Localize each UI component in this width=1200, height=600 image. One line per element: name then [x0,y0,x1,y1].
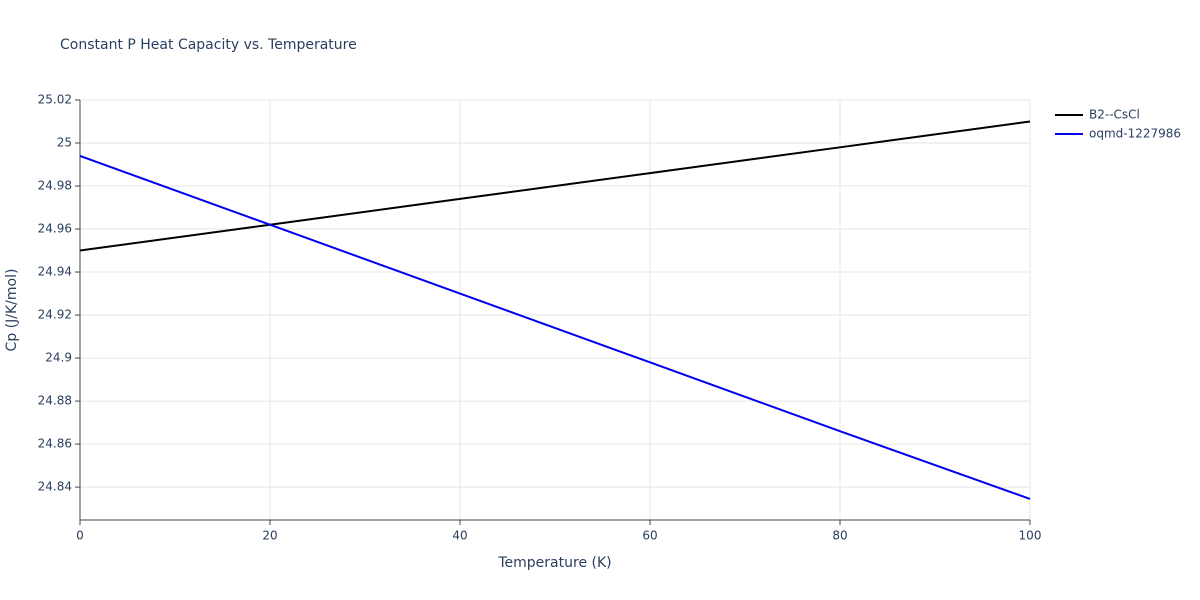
y-tick-label: 25 [57,136,72,150]
x-tick-label: 40 [452,529,467,543]
y-tick-label: 24.86 [38,437,72,451]
x-tick-label: 60 [642,529,657,543]
y-tick-label: 24.9 [45,351,72,365]
x-axis-title: Temperature (K) [497,555,611,571]
y-tick-label: 24.98 [38,179,72,193]
x-tick-label: 80 [832,529,847,543]
y-tick-label: 24.84 [38,480,72,494]
legend-label: oqmd-1227986 [1089,127,1181,141]
legend-label: B2--CsCl [1089,108,1140,122]
y-tick-label: 24.96 [38,222,72,236]
chart-title: Constant P Heat Capacity vs. Temperature [60,37,357,53]
y-tick-label: 24.92 [38,308,72,322]
grid [75,99,1031,525]
plot [79,120,1031,500]
y-tick-label: 24.88 [38,394,72,408]
x-tick-label: 0 [76,529,84,543]
y-tick-label: 24.94 [38,265,72,279]
x-tick-label: 20 [262,529,277,543]
series-line [79,154,1031,500]
x-tick-label: 100 [1019,529,1042,543]
y-tick-label: 25.02 [38,93,72,107]
series-line [79,120,1031,252]
y-axis-title: Cp (J/K/mol) [4,269,20,352]
